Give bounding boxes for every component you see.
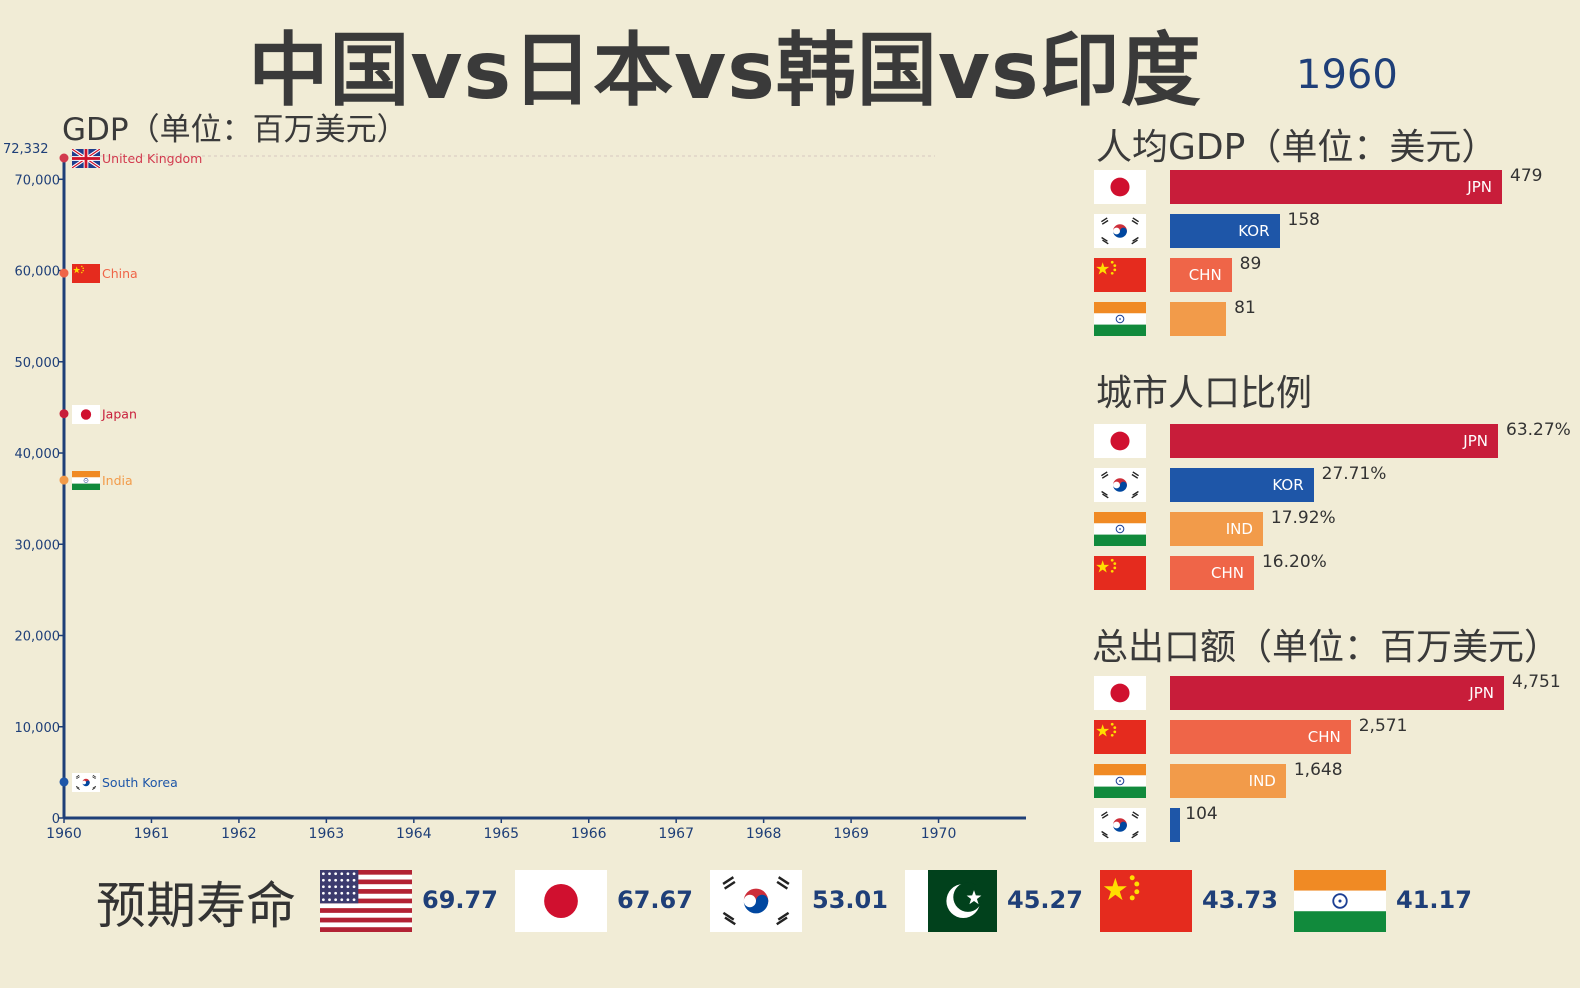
china-flag-icon xyxy=(1094,720,1146,754)
x-tick-label: 1962 xyxy=(221,826,257,842)
x-tick-label: 1968 xyxy=(746,826,782,842)
x-tick-label: 1964 xyxy=(396,826,432,842)
japan-flag-icon xyxy=(72,404,100,424)
series-label: South Korea xyxy=(102,775,178,790)
india-flag-icon xyxy=(72,471,100,491)
series-label: United Kingdom xyxy=(102,151,202,166)
series-label: India xyxy=(102,473,133,488)
life-value-usa: 69.77 xyxy=(422,886,498,914)
x-tick-label: 1966 xyxy=(571,826,607,842)
per-capita-gdp-panel: JPN 479 KOR 158 CHN 89 81 xyxy=(1094,166,1574,340)
china-flag-icon xyxy=(1100,870,1192,932)
y-tick-label: 70,000 xyxy=(15,173,61,188)
life-value-china: 43.73 xyxy=(1202,886,1278,914)
life-value-japan: 67.67 xyxy=(617,886,693,914)
x-tick-label: 1967 xyxy=(658,826,694,842)
china-flag-icon xyxy=(1094,556,1146,590)
korea-flag-icon xyxy=(710,870,802,932)
bar-india: IND xyxy=(1170,764,1286,798)
india-flag-icon xyxy=(1094,512,1146,546)
data-point xyxy=(59,153,69,163)
exports-title: 总出口额（单位：百万美元） xyxy=(1092,627,1561,668)
exports-panel: JPN 4,751 CHN 2,571 IND 1,648 104 xyxy=(1094,672,1574,846)
x-tick-label: 1965 xyxy=(483,826,519,842)
pakistan-flag-icon xyxy=(905,870,997,932)
bar-value-japan: 479 xyxy=(1510,166,1543,186)
bar-china: CHN xyxy=(1170,720,1351,754)
japan-flag-icon xyxy=(515,870,607,932)
x-tick-label: 1960 xyxy=(46,826,82,842)
data-point xyxy=(59,409,69,419)
india-flag-icon xyxy=(1094,302,1146,336)
bar-value-japan: 4,751 xyxy=(1512,672,1561,692)
bar-india: IND xyxy=(1170,512,1263,546)
y-tick-label: 0 xyxy=(52,812,60,827)
bar-value-india: 81 xyxy=(1234,298,1256,318)
data-point xyxy=(59,268,69,278)
y-max-label: 72,332 xyxy=(3,142,49,157)
x-tick-label: 1963 xyxy=(309,826,345,842)
india-flag-icon xyxy=(1294,870,1386,932)
urban-population-panel: JPN 63.27% KOR 27.71% IND 17.92% CHN 16.20% xyxy=(1094,420,1574,594)
y-tick-label: 30,000 xyxy=(15,538,61,553)
china-flag-icon xyxy=(1094,258,1146,292)
urban-population-title: 城市人口比例 xyxy=(1096,373,1313,414)
bar-china: CHN xyxy=(1170,556,1254,590)
bar-japan: JPN xyxy=(1170,424,1498,458)
series-label: Japan xyxy=(101,407,137,422)
year-label: 1960 xyxy=(1296,52,1398,98)
bar-value-japan: 63.27% xyxy=(1506,420,1571,440)
life-value-korea: 53.01 xyxy=(812,886,888,914)
bar-china: CHN xyxy=(1170,258,1232,292)
y-tick-label: 40,000 xyxy=(15,447,61,462)
life-expectancy-title: 预期寿命 xyxy=(96,877,296,935)
bar-korea: KOR xyxy=(1170,468,1314,502)
x-tick-label: 1970 xyxy=(921,826,957,842)
bar-value-korea: 158 xyxy=(1287,210,1320,230)
bar-value-china: 89 xyxy=(1239,254,1262,274)
bar-value-china: 2,571 xyxy=(1358,716,1408,736)
data-point xyxy=(59,777,69,787)
bar-value-china: 16.20% xyxy=(1261,552,1327,572)
series-label: China xyxy=(102,266,138,281)
gdp-line-chart: 0 10,000 20,000 30,000 40,000 50,000 60,000 70,… xyxy=(3,142,1026,842)
per-capita-gdp-title: 人均GDP（单位：美元） xyxy=(1096,127,1498,168)
usa-flag-icon xyxy=(320,870,412,932)
bar-value-korea: 27.71% xyxy=(1321,464,1387,484)
bar-india xyxy=(1170,302,1227,336)
korea-flag-icon xyxy=(72,772,100,792)
korea-flag-icon xyxy=(1094,214,1146,248)
bar-value-india: 17.92% xyxy=(1270,508,1336,528)
x-tick-label: 1969 xyxy=(833,826,869,842)
japan-flag-icon xyxy=(1094,170,1146,204)
korea-flag-icon xyxy=(1094,808,1146,842)
bar-korea xyxy=(1170,808,1180,842)
gdp-chart-title: GDP（单位：百万美元） xyxy=(62,112,408,148)
bar-japan: JPN xyxy=(1170,170,1502,204)
y-tick-label: 60,000 xyxy=(15,265,61,280)
india-flag-icon xyxy=(1094,764,1146,798)
korea-flag-icon xyxy=(1094,468,1146,502)
bar-value-india: 1,648 xyxy=(1293,760,1343,780)
bar-japan: JPN xyxy=(1170,676,1504,710)
life-value-india: 41.17 xyxy=(1396,886,1472,914)
y-tick-label: 50,000 xyxy=(15,356,61,371)
y-tick-label: 20,000 xyxy=(15,630,61,645)
china-flag-icon xyxy=(72,264,100,284)
main-title: 中国vs日本vs韩国vs印度 xyxy=(248,24,1202,117)
japan-flag-icon xyxy=(1094,424,1146,458)
y-tick-label: 10,000 xyxy=(15,721,61,736)
data-point xyxy=(59,475,69,485)
bar-korea: KOR xyxy=(1170,214,1280,248)
uk-flag-icon xyxy=(72,149,101,169)
life-value-pakistan: 45.27 xyxy=(1007,886,1083,914)
bar-value-korea: 104 xyxy=(1185,804,1218,824)
x-tick-label: 1961 xyxy=(134,826,170,842)
japan-flag-icon xyxy=(1094,676,1146,710)
